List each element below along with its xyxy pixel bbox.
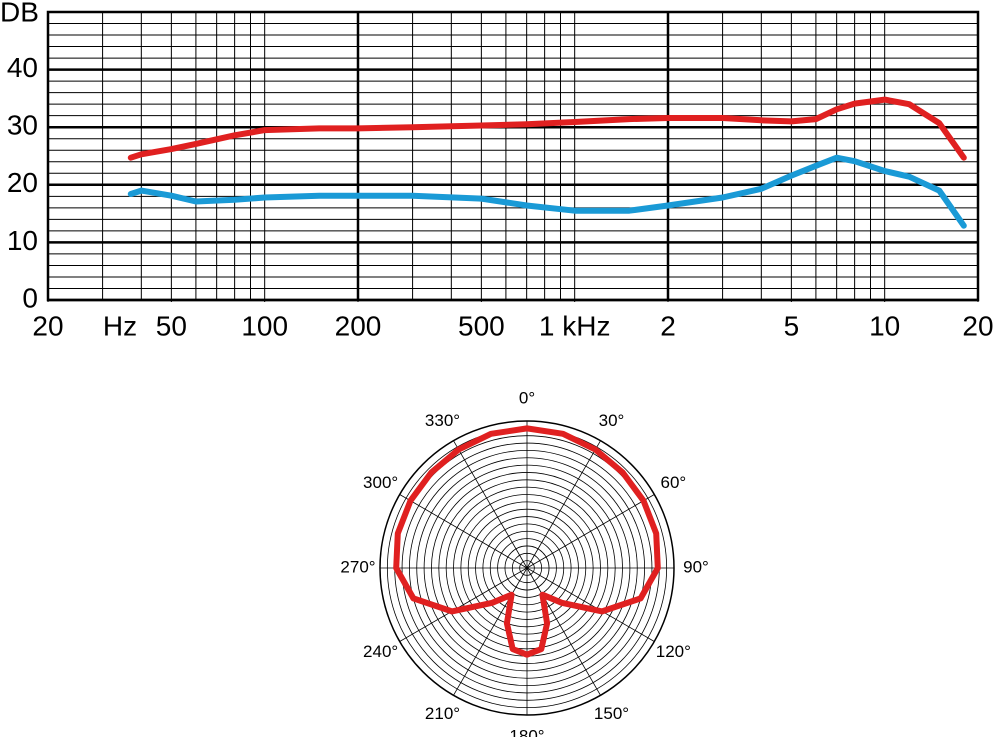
x-tick-label: 2 — [660, 310, 676, 341]
angle-label: 0° — [519, 388, 535, 407]
x-tick-label: 50 — [156, 310, 187, 341]
angle-label: 180° — [509, 726, 544, 737]
x-tick-label: 1 kHz — [539, 310, 611, 341]
angle-label: 300° — [363, 473, 398, 492]
x-tick-label: 100 — [241, 310, 288, 341]
spoke — [399, 494, 528, 569]
x-tick-label: 20 — [962, 310, 993, 341]
angle-label: 30° — [599, 411, 625, 430]
series-line — [127, 96, 967, 161]
angle-label: 150° — [594, 704, 629, 723]
spoke — [526, 567, 601, 696]
spoke — [399, 567, 528, 642]
angle-label: 240° — [363, 642, 398, 661]
angle-label: 330° — [425, 411, 460, 430]
angle-label: 120° — [656, 642, 691, 661]
spoke — [526, 567, 655, 642]
angle-label: 270° — [340, 557, 375, 576]
angle-label: 210° — [425, 704, 460, 723]
spoke — [453, 567, 528, 696]
spoke — [453, 440, 528, 569]
angle-label: 60° — [660, 473, 686, 492]
x-tick-label: 10 — [869, 310, 900, 341]
y-tick-label: 20 — [7, 167, 38, 198]
x-tick-label: 500 — [458, 310, 505, 341]
y-tick-label: 40 — [7, 52, 38, 83]
y-tick-label: 10 — [7, 225, 38, 256]
spoke — [526, 494, 655, 569]
x-tick-label: 5 — [784, 310, 800, 341]
series-line — [127, 154, 967, 229]
x-unit: Hz — [103, 310, 137, 341]
x-tick-label: 200 — [335, 310, 382, 341]
x-tick-label: 20 — [32, 310, 63, 341]
polar-curve — [393, 425, 661, 658]
y-tick-label: 30 — [7, 110, 38, 141]
y-tick-label: 0 — [22, 282, 38, 313]
spoke — [526, 440, 601, 569]
y-axis-label: DB — [0, 0, 39, 27]
angle-label: 90° — [683, 557, 709, 576]
